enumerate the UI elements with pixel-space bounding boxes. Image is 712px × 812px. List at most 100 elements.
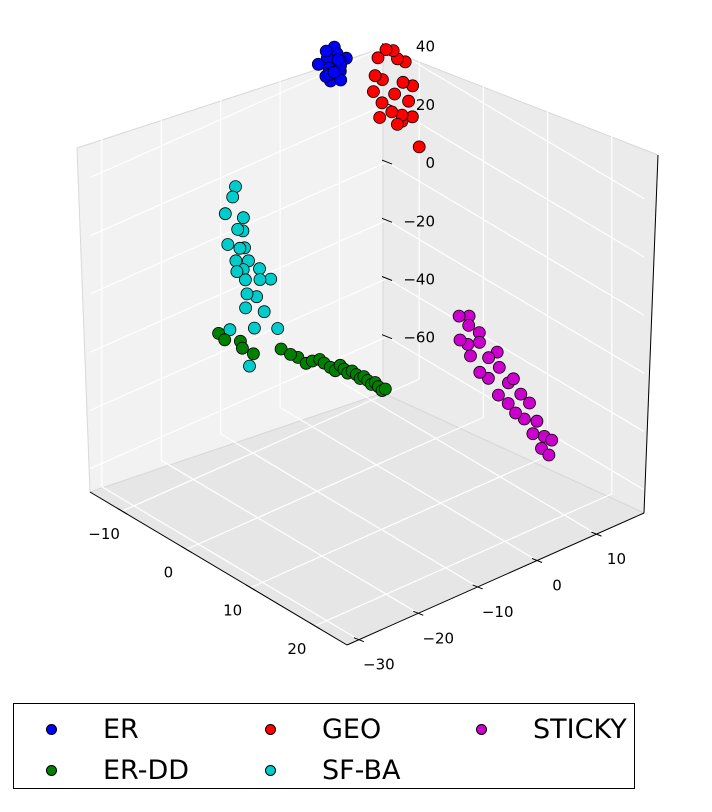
y-axis-line	[346, 512, 645, 646]
z-tick-mark	[381, 276, 393, 281]
y-tick-mark	[531, 558, 543, 563]
point-sf-ba	[218, 207, 232, 221]
gridline	[386, 277, 645, 433]
point-geo	[385, 105, 399, 119]
point-sticky	[501, 397, 515, 410]
gridline	[279, 407, 538, 562]
point-sticky	[514, 387, 528, 401]
point-sticky	[462, 318, 476, 332]
point-er	[311, 57, 325, 71]
point-sf-ba	[257, 305, 271, 319]
x-tick-mark	[245, 584, 256, 592]
point-sf-ba	[264, 272, 278, 286]
legend: ER GEO STICKY ER-DD SF-BA	[13, 703, 635, 789]
z-tick-label: 20	[416, 96, 435, 114]
legend-label-sticky: STICKY	[533, 713, 627, 745]
point-sticky	[473, 365, 487, 379]
point-geo	[375, 96, 389, 110]
point-sf-ba	[240, 287, 254, 301]
point-sf-ba	[243, 359, 256, 373]
point-sticky	[507, 372, 520, 386]
point-sf-ba	[253, 273, 267, 287]
x-axis-ticks: −10 0 10 20	[88, 507, 321, 658]
x-tick-label: 20	[287, 640, 306, 658]
point-geo	[390, 118, 404, 131]
legend-item-er-dd: ER-DD	[46, 750, 189, 790]
point-sf-ba	[231, 222, 245, 236]
legend-item-er: ER	[46, 709, 139, 749]
point-sf-ba	[238, 273, 252, 287]
gridline	[89, 219, 388, 353]
z-tick-mark	[381, 334, 393, 340]
point-geo	[405, 110, 419, 124]
point-sf-ba	[236, 211, 250, 225]
x-tick-label: −10	[88, 525, 120, 543]
legend-label-er-dd: ER-DD	[103, 754, 190, 786]
x-tick-mark	[309, 622, 321, 630]
point-sticky	[517, 412, 531, 426]
left-pane-gridlines	[386, 21, 645, 494]
point-er-dd	[284, 347, 297, 361]
y-tick-mark	[472, 584, 483, 590]
point-sf-ba	[271, 322, 285, 335]
point-er-dd	[378, 382, 392, 396]
point-sticky	[491, 388, 505, 402]
z-tick-label: −40	[403, 271, 435, 289]
point-sf-ba	[239, 301, 253, 315]
gridline	[89, 336, 388, 470]
gridline	[186, 416, 484, 550]
point-er-dd	[218, 333, 232, 347]
z-tick-label: 0	[425, 154, 435, 172]
point-sticky	[542, 448, 556, 462]
point-sf-ba	[233, 241, 247, 255]
point-er	[319, 44, 333, 58]
y-tick-label: 10	[607, 550, 626, 568]
point-sf-ba	[253, 262, 266, 276]
gridline	[339, 380, 597, 535]
z-tick-label: 40	[416, 38, 435, 56]
point-sticky	[545, 433, 559, 447]
point-geo	[373, 111, 387, 124]
legend-marker-sticky	[476, 723, 487, 735]
legend-marker-er	[46, 723, 57, 735]
legend-item-sticky: STICKY	[476, 709, 627, 749]
x-tick-mark	[181, 545, 192, 553]
legend-item-geo: GEO	[265, 709, 381, 749]
gridline	[314, 493, 613, 627]
data-points	[212, 40, 559, 462]
gridline	[250, 455, 548, 589]
gridline	[220, 433, 478, 588]
floor-gridlines	[101, 378, 613, 641]
point-geo	[396, 75, 410, 89]
point-sticky	[492, 360, 506, 374]
point-sf-ba	[223, 323, 237, 337]
legend-marker-sf-ba	[265, 764, 276, 776]
point-sticky	[464, 349, 477, 363]
point-geo	[368, 69, 382, 83]
x-axis-line	[89, 491, 348, 646]
x-tick-label: 10	[223, 602, 242, 620]
point-sticky	[452, 309, 466, 323]
gridline	[386, 161, 645, 316]
y-tick-mark	[413, 610, 424, 616]
point-sf-ba	[221, 238, 235, 251]
y-axis-ticks: −30 −20 −10 0 10	[353, 531, 626, 674]
y-tick-label: 0	[552, 577, 562, 595]
point-sticky	[523, 396, 536, 410]
z-axis-line	[643, 154, 659, 514]
point-sf-ba	[226, 190, 240, 204]
gridline	[89, 103, 388, 237]
z-tick-label: −60	[403, 329, 435, 347]
y-tick-label: −20	[422, 629, 454, 647]
point-er	[327, 65, 341, 79]
point-er	[331, 53, 345, 67]
point-geo	[402, 94, 416, 108]
z-tick-label: −20	[403, 212, 435, 230]
gridline	[121, 378, 420, 512]
x-tick-label: 0	[164, 563, 174, 581]
point-geo	[379, 43, 393, 56]
right-pane-gridlines	[89, 23, 388, 487]
legend-marker-er-dd	[46, 764, 57, 776]
point-sticky	[482, 351, 496, 365]
